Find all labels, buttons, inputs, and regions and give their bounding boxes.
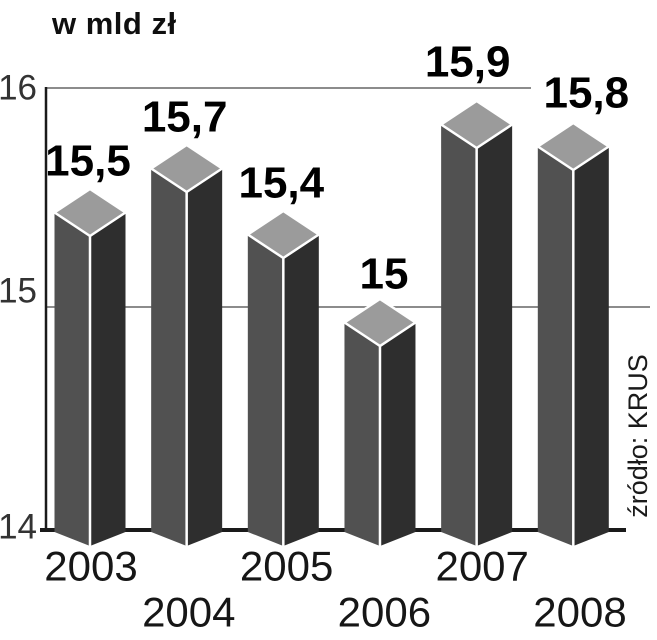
bar-value-label: 15,8 [543, 69, 629, 118]
bar-left-face [344, 322, 380, 546]
x-axis-year-label: 2004 [142, 589, 235, 636]
bar-right-face [573, 146, 609, 546]
bar-value-label: 15,9 [425, 38, 511, 87]
bar-left-face [537, 146, 574, 546]
bar-value-label: 15,4 [238, 159, 324, 208]
x-axis-year-label: 2003 [44, 543, 137, 590]
x-axis-year-label: 2006 [338, 589, 431, 636]
source-credit: źródło: KRUS [623, 354, 653, 518]
y-tick-label: 14 [0, 508, 37, 547]
bar-left-face [247, 234, 284, 546]
y-tick-label: 16 [0, 69, 37, 108]
chart-title: w mld zł [52, 6, 177, 41]
bar-right-face [186, 168, 223, 546]
bar-value-label: 15 [360, 250, 409, 299]
bar-value-label: 15,7 [142, 93, 228, 142]
x-axis-year-label: 2007 [435, 543, 528, 590]
bar-left-face [151, 168, 187, 546]
bar-top-face [149, 143, 224, 194]
bar-top-face [53, 187, 127, 238]
x-axis-year-label: 2005 [240, 543, 333, 590]
bar-top-face [439, 99, 514, 150]
bar-value-label: 15,5 [45, 137, 131, 186]
bar-top-face [246, 209, 321, 260]
bar-top-face [536, 121, 611, 172]
x-axis-year-label: 2008 [533, 589, 626, 636]
bar-left-face [54, 212, 90, 546]
bar-right-face [379, 322, 416, 546]
bar-top-face [343, 297, 417, 348]
bar-left-face [441, 124, 477, 546]
y-tick-label: 15 [0, 272, 37, 311]
bar-right-face [90, 212, 126, 546]
bar-right-face [283, 234, 319, 546]
bar-right-face [476, 124, 513, 546]
